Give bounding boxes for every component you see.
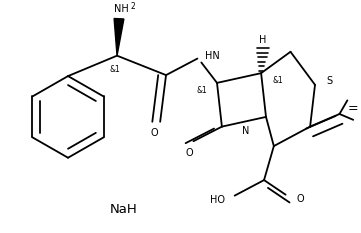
Text: &1: &1 [196, 86, 207, 95]
Text: &1: &1 [109, 65, 120, 74]
Text: O: O [296, 194, 304, 204]
Text: HO: HO [210, 195, 225, 205]
Text: =: = [347, 102, 358, 115]
Text: &1: &1 [273, 76, 284, 86]
Text: H: H [259, 35, 267, 45]
Text: HN: HN [205, 51, 220, 61]
Polygon shape [114, 18, 124, 56]
Text: S: S [327, 76, 333, 86]
Text: 2: 2 [130, 2, 135, 10]
Text: N: N [242, 126, 249, 136]
Text: O: O [186, 148, 193, 158]
Text: O: O [151, 128, 158, 138]
Text: NH: NH [114, 4, 128, 14]
Text: NaH: NaH [110, 203, 138, 216]
